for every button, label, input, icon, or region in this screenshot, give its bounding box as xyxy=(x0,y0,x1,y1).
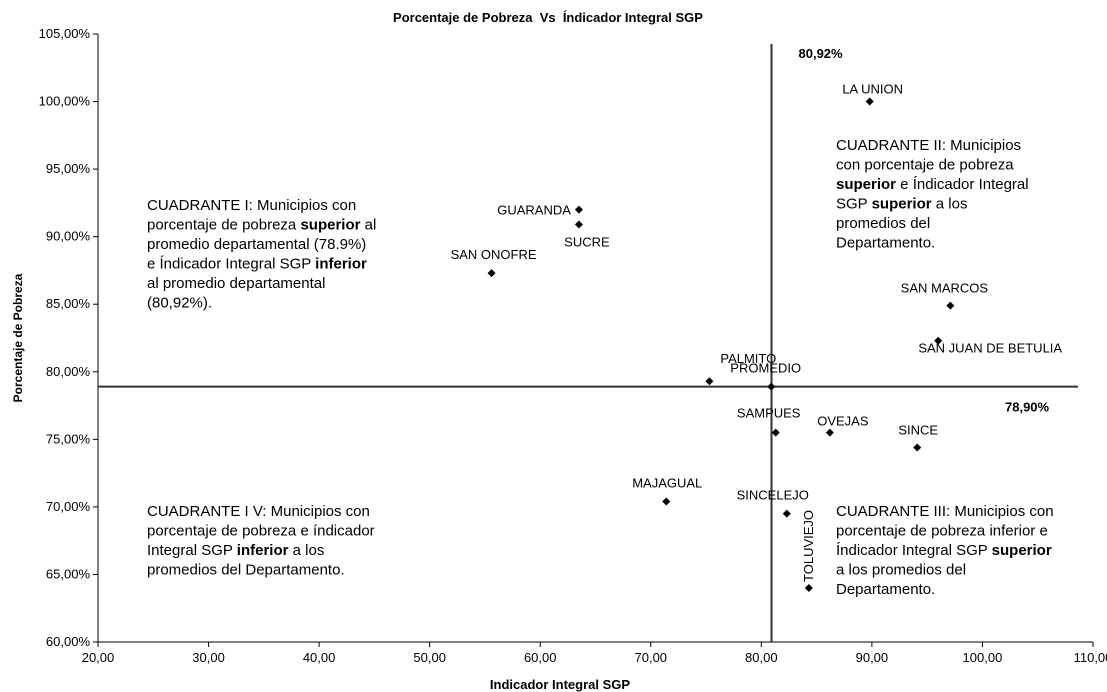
annotation-text: al xyxy=(360,217,376,234)
annotation-text: inferior xyxy=(315,256,367,273)
x-tick-label: 60,00 xyxy=(524,650,557,665)
annotation-text: SGP xyxy=(836,196,872,213)
x-tick-label: 40,00 xyxy=(303,650,336,665)
point xyxy=(865,97,874,106)
annotation: CUADRANTE III: Municipios con porcentaje … xyxy=(836,503,1054,598)
annotation-text: Índicador Integral SGP xyxy=(836,542,992,559)
point-label: LA UNION xyxy=(842,82,903,97)
annotation-text: a los xyxy=(932,196,968,213)
point xyxy=(771,428,780,437)
point xyxy=(705,377,714,386)
point xyxy=(662,497,671,506)
annotation-text: a los xyxy=(288,542,324,559)
x-tick-label: 80,00 xyxy=(745,650,778,665)
point-label: SAN MARCOS xyxy=(901,281,989,296)
point xyxy=(767,382,776,391)
reference-label: 80,92% xyxy=(799,46,844,61)
annotation-text: (80,92%). xyxy=(147,295,212,312)
x-axis-label: Indicador Integral SGP xyxy=(490,677,630,692)
annotation-text: promedios del xyxy=(836,215,930,232)
annotation-text: CUADRANTE I: Municipios con xyxy=(147,197,356,214)
point-label: OVEJAS xyxy=(817,414,869,429)
annotation-text: porcentaje de pobreza e índicador xyxy=(147,523,375,540)
annotation-text: superior xyxy=(836,176,896,193)
point xyxy=(574,220,583,229)
point xyxy=(934,336,943,345)
annotation-text: con porcentaje de pobreza xyxy=(836,157,1014,174)
y-tick-label: 100,00% xyxy=(39,94,91,109)
y-axis-label: Porcentaje de Pobreza xyxy=(11,273,25,402)
annotation-text: e Índicador Integral xyxy=(896,176,1029,193)
point-label: PALMITO xyxy=(720,351,776,366)
x-tick-label: 70,00 xyxy=(635,650,668,665)
annotation-text: Departamento. xyxy=(836,581,935,598)
annotation-text: porcentaje de pobreza xyxy=(147,217,300,234)
point-label: PROMEDIO xyxy=(730,361,801,376)
point-label: GUARANDA xyxy=(497,203,571,218)
chart-title: Porcentaje de Pobreza Vs Índicador Integ… xyxy=(393,10,703,25)
annotation-text: promedios del Departamento. xyxy=(147,562,345,579)
annotation-text: Departamento. xyxy=(836,235,935,252)
annotation-text: inferior xyxy=(237,542,289,559)
y-tick-label: 75,00% xyxy=(46,431,91,446)
annotation-text: Integral SGP xyxy=(147,542,237,559)
annotation-text: CUADRANTE III: Municipios con xyxy=(836,503,1054,520)
point xyxy=(574,205,583,214)
annotation-text: CUADRANTE I V: Municipios con xyxy=(147,503,370,520)
x-tick-label: 50,00 xyxy=(413,650,446,665)
annotation-text: e Índicador Integral SGP xyxy=(147,256,315,273)
annotation: CUADRANTE I V: Municipios con porcentaje … xyxy=(147,503,375,579)
annotation-text: a los promedios del xyxy=(836,562,966,579)
point xyxy=(804,583,813,592)
annotation-text: promedio departamental (78.9%) xyxy=(147,236,366,253)
point-label: SAMPUES xyxy=(737,406,801,421)
annotation: CUADRANTE I: Municipios con porcentaje de… xyxy=(147,197,376,312)
y-tick-label: 90,00% xyxy=(46,229,91,244)
annotation-text: CUADRANTE II: Municipios xyxy=(836,137,1021,154)
point-label: TOLUVIEJO xyxy=(801,510,816,582)
y-tick-label: 95,00% xyxy=(46,161,91,176)
y-tick-label: 65,00% xyxy=(46,566,91,581)
y-tick-label: 70,00% xyxy=(46,499,91,514)
x-tick-label: 90,00 xyxy=(856,650,889,665)
annotation-text: al promedio departamental xyxy=(147,275,325,292)
point-label: SAN JUAN DE BETULIA xyxy=(918,341,1062,356)
point-label: MAJAGUAL xyxy=(632,475,702,490)
point xyxy=(487,269,496,278)
point-label: SAN ONOFRE xyxy=(451,247,537,262)
annotation-text: porcentaje de pobreza inferior e xyxy=(836,523,1048,540)
y-tick-label: 105,00% xyxy=(39,26,91,41)
annotation-text: superior xyxy=(872,196,932,213)
point-label: SUCRE xyxy=(564,235,610,250)
x-tick-label: 110,00 xyxy=(1074,650,1107,665)
point xyxy=(782,509,791,518)
point xyxy=(913,443,922,452)
point-label: SINCELEJO xyxy=(737,488,809,503)
annotation: CUADRANTE II: Municipios con porcentaje d… xyxy=(836,137,1029,252)
point xyxy=(825,428,834,437)
y-tick-label: 80,00% xyxy=(46,364,91,379)
x-tick-label: 30,00 xyxy=(192,650,225,665)
x-tick-label: 20,00 xyxy=(82,650,115,665)
point xyxy=(946,301,955,310)
x-tick-label: 100,00 xyxy=(963,650,1003,665)
y-tick-label: 85,00% xyxy=(46,296,91,311)
y-tick-label: 60,00% xyxy=(46,634,91,649)
reference-label: 78,90% xyxy=(1005,400,1050,415)
annotation-text: superior xyxy=(300,217,360,234)
annotation-text: superior xyxy=(992,542,1052,559)
point-label: SINCE xyxy=(898,422,938,437)
